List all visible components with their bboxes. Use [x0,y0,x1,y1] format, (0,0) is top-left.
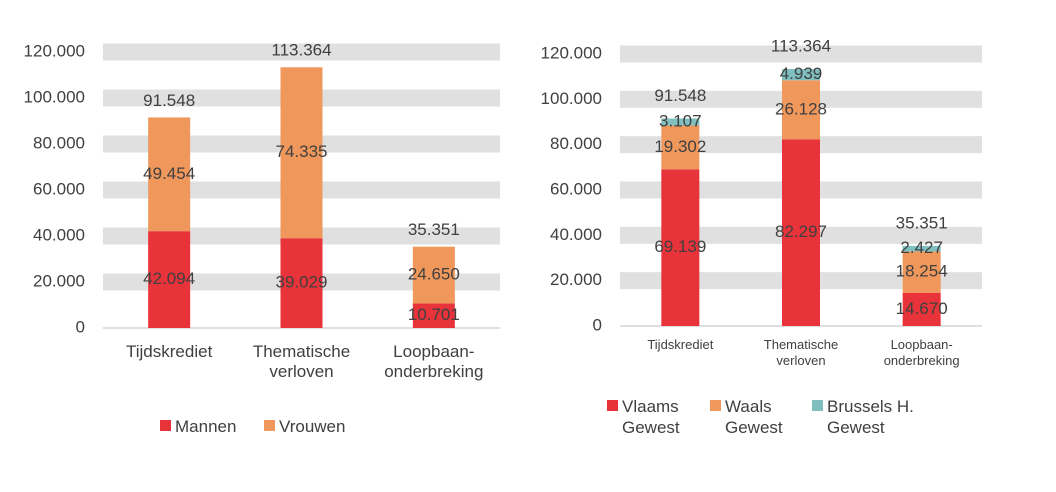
grid-band [103,43,500,61]
bar-segment [412,303,455,328]
value-label: 24.650 [408,265,460,284]
total-label: 91.548 [654,86,706,105]
legend-item: Vrouwen [264,416,374,437]
bar-segment [902,251,941,293]
y-tick-label: 100.000 [541,89,602,108]
value-label: 10.701 [408,305,460,324]
value-label: 2.427 [900,238,943,257]
value-label: 74.335 [276,142,328,161]
legend-swatch [160,420,171,431]
legend-swatch [812,400,823,411]
value-label: 42.094 [143,269,195,288]
x-tick-label: Tijdskrediet [647,337,714,352]
y-tick-label: 100.000 [24,87,85,106]
legend-swatch [264,420,275,431]
grid-band [620,45,982,63]
total-label: 113.364 [271,41,331,60]
y-tick-label: 120.000 [541,43,602,62]
value-label: 39.029 [276,273,328,292]
bar-segment [280,67,323,239]
legend-item: Vlaams Gewest [607,396,697,439]
y-tick-label: 60.000 [550,179,602,198]
legend-item: Waals Gewest [710,396,800,439]
y-tick-label: 80.000 [33,133,85,152]
legend-item: Mannen [160,416,250,437]
x-tick-label: Tijdskrediet [126,342,213,361]
value-label: 49.454 [143,164,195,183]
y-tick-label: 0 [593,315,602,334]
y-tick-label: 20.000 [550,270,602,289]
legend-label: Waals Gewest [725,397,783,438]
value-label: 3.107 [659,111,702,130]
x-tick-label: Thematische verloven [763,337,839,368]
bar-segment [280,238,323,328]
legend-item: Brussels H. Gewest [812,396,932,439]
total-label: 91.548 [143,91,195,110]
y-tick-label: 40.000 [33,225,85,244]
value-label: 69.139 [654,237,706,256]
total-label: 35.351 [896,213,948,232]
legend-swatch [710,400,721,411]
y-tick-label: 0 [76,317,85,336]
y-tick-label: 20.000 [33,271,85,290]
value-label: 82.297 [775,222,827,241]
x-tick-label: Thematische verloven [252,342,351,382]
bar-segment [148,117,191,232]
bar-segment [782,139,820,326]
legend-label: Vlaams Gewest [622,397,680,438]
x-tick-label: Loopbaan-onderbreking [384,342,484,382]
legend-label: Brussels H. Gewest [827,397,914,438]
legend-label: Vrouwen [279,417,346,436]
bar-segment [661,125,700,170]
total-label: 113.364 [771,37,831,56]
y-tick-label: 80.000 [550,134,602,153]
value-label: 18.254 [896,262,948,281]
value-label: 14.670 [896,299,948,318]
bar-segment [148,231,191,328]
legend-swatch [607,400,618,411]
y-tick-label: 60.000 [33,179,85,198]
legend-label: Mannen [175,417,237,436]
bar-segment [782,80,820,140]
value-label: 26.128 [775,99,827,118]
y-tick-label: 40.000 [550,225,602,244]
value-label: 4.939 [780,64,823,83]
bar-segment [661,169,700,326]
bar-segment [902,245,941,252]
total-label: 35.351 [408,220,460,239]
x-tick-label: Loopbaan-onderbreking [883,337,960,368]
bar-segment [661,118,700,126]
bar-segment [902,292,941,326]
y-tick-label: 120.000 [24,41,85,60]
value-label: 19.302 [654,137,706,156]
bar-segment [412,246,455,304]
bar-segment [782,69,820,81]
